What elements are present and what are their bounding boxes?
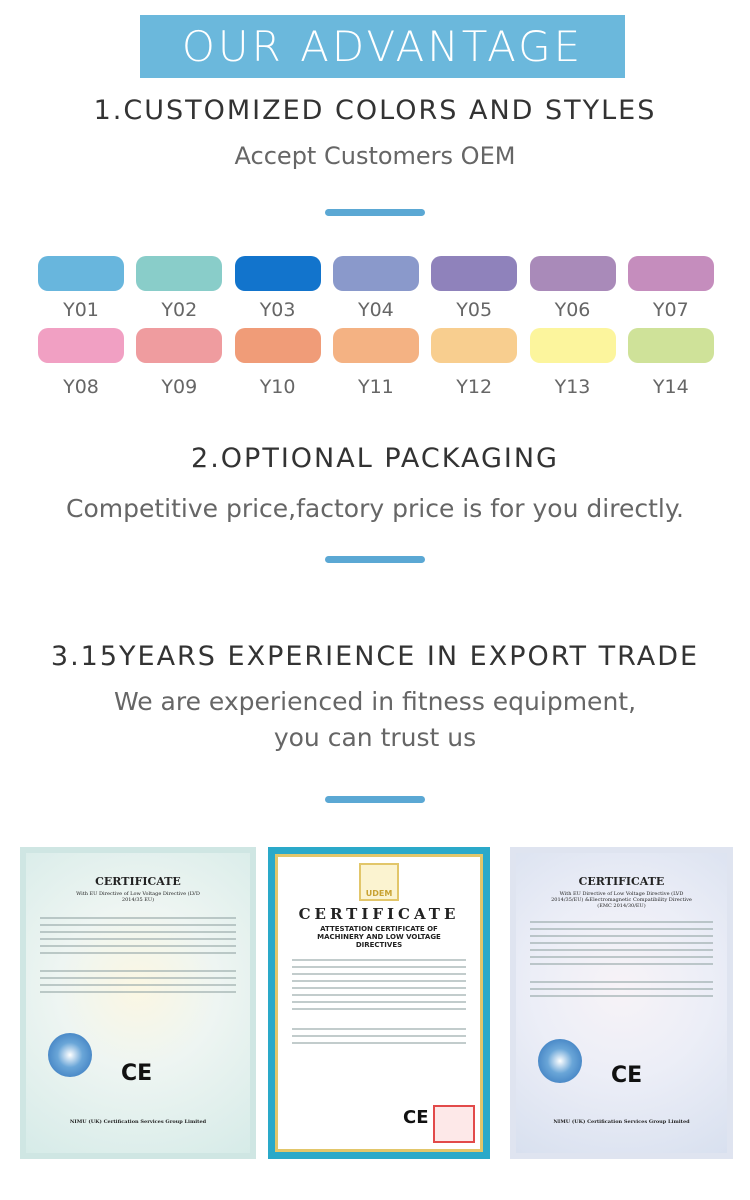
color-swatch-label: Y11 [357, 376, 394, 398]
section-3-subtitle: We are experienced in fitness equipment, [113, 687, 637, 716]
certificate-subtitle: With EU Directive of Low Voltage Directi… [551, 891, 692, 909]
certificate-footer: NIMU (UK) Certification Services Group L… [69, 1119, 207, 1125]
banner-title: OUR ADVANTAGE [140, 15, 625, 78]
certificate-title: CERTIFICATE [298, 905, 460, 923]
divider [325, 796, 425, 803]
certification-seal-icon [538, 1039, 582, 1083]
certificate-title: CERTIFICATE [95, 875, 181, 888]
certificate-footer: NIMU (UK) Certification Services Group L… [553, 1119, 690, 1125]
color-swatch-y05 [431, 256, 518, 291]
ce-mark-icon: CE [611, 1063, 643, 1088]
certification-seal-icon [48, 1033, 92, 1077]
certificate-subtitle: With EU Directive of Low Voltage Directi… [76, 891, 200, 903]
certificate-image-1: CERTIFICATE With EU Directive of Low Vol… [20, 847, 256, 1159]
color-swatch-y01 [38, 256, 124, 291]
divider [325, 209, 425, 216]
section-3-subtitle-line2: you can trust us [273, 723, 477, 752]
udem-stamp-icon [433, 1105, 475, 1143]
divider [325, 556, 425, 563]
color-swatch-label: Y12 [456, 376, 493, 398]
color-swatch-y03 [234, 256, 321, 291]
color-swatch-y09 [136, 328, 223, 363]
udem-logo: UDEM [359, 863, 399, 901]
color-swatch-y08 [38, 328, 124, 363]
color-swatch-label: Y09 [161, 376, 198, 398]
color-swatch-y06 [529, 256, 616, 291]
color-swatch-label: Y04 [357, 299, 394, 321]
color-swatch-y02 [136, 256, 223, 291]
section-1-title: 1.CUSTOMIZED COLORS AND STYLES [93, 95, 657, 126]
color-swatch-y11 [332, 328, 419, 363]
ce-mark-icon: CE [121, 1061, 153, 1086]
section-3-title: 3.15YEARS EXPERIENCE IN EXPORT TRADE [50, 641, 700, 672]
certificate-image-3: CERTIFICATE With EU Directive of Low Vol… [510, 847, 733, 1159]
color-swatch-y10 [234, 328, 321, 363]
section-1-subtitle: Accept Customers OEM [234, 142, 516, 170]
color-swatch-label: Y03 [259, 299, 296, 321]
certificate-image-2: UDEM CERTIFICATE ATTESTATION CERTIFICATE… [268, 847, 490, 1159]
color-swatch-y04 [332, 256, 419, 291]
color-swatch-label: Y07 [652, 299, 689, 321]
color-swatch-y07 [627, 256, 714, 291]
color-swatch-label: Y14 [652, 376, 689, 398]
color-swatch-label: Y05 [456, 299, 493, 321]
color-swatch-label: Y10 [259, 376, 296, 398]
certificate-title: CERTIFICATE [578, 875, 665, 888]
color-swatch-label: Y08 [63, 376, 99, 398]
certificate-subtitle: ATTESTATION CERTIFICATE OF MACHINERY AND… [317, 925, 441, 949]
color-swatch-y12 [431, 328, 518, 363]
section-2-title: 2.OPTIONAL PACKAGING [191, 443, 559, 474]
color-swatch-label: Y01 [63, 299, 99, 321]
color-swatch-label: Y13 [554, 376, 591, 398]
color-swatch-label: Y06 [554, 299, 591, 321]
color-swatch-y14 [627, 328, 714, 363]
ce-mark-icon: CE [403, 1107, 429, 1128]
section-2-subtitle: Competitive price,factory price is for y… [65, 494, 684, 523]
color-swatch-y13 [529, 328, 616, 363]
color-swatch-label: Y02 [161, 299, 198, 321]
